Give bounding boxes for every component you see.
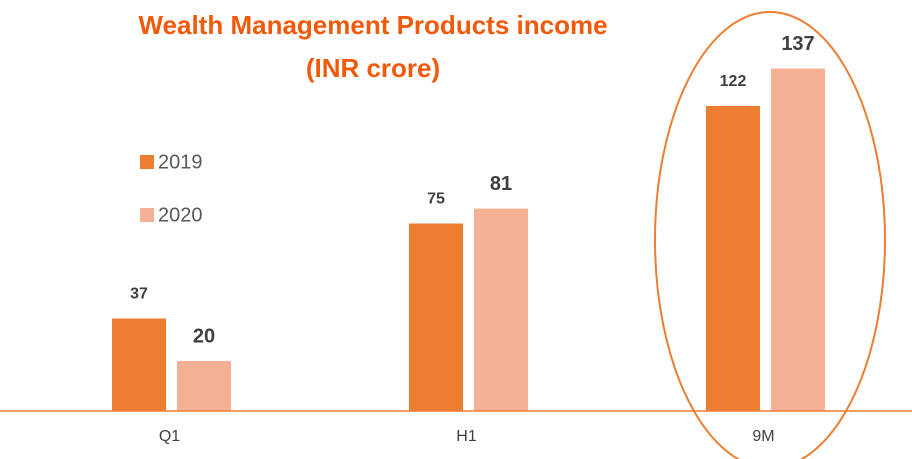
bar [474,208,528,411]
legend-swatch [140,155,154,169]
data-label: 137 [781,33,814,55]
bar [177,361,231,411]
legend-label: 2019 [158,151,203,173]
chart-subtitle: (INR crore) [306,53,440,83]
highlight-ellipse [654,11,886,459]
legend-swatch [140,208,154,222]
x-tick-label: Q1 [159,428,180,445]
bar [706,106,760,411]
legend-label: 2020 [158,204,203,226]
data-label: 37 [130,286,148,303]
bar [771,68,825,411]
chart-title: Wealth Management Products income [138,10,607,40]
data-label: 20 [193,325,215,347]
data-label: 122 [720,73,747,90]
bar [409,223,463,411]
x-tick-label: H1 [456,428,477,445]
data-label: 81 [490,173,512,195]
x-tick-label: 9M [752,428,774,445]
bar [112,318,166,411]
data-label: 75 [427,191,445,208]
